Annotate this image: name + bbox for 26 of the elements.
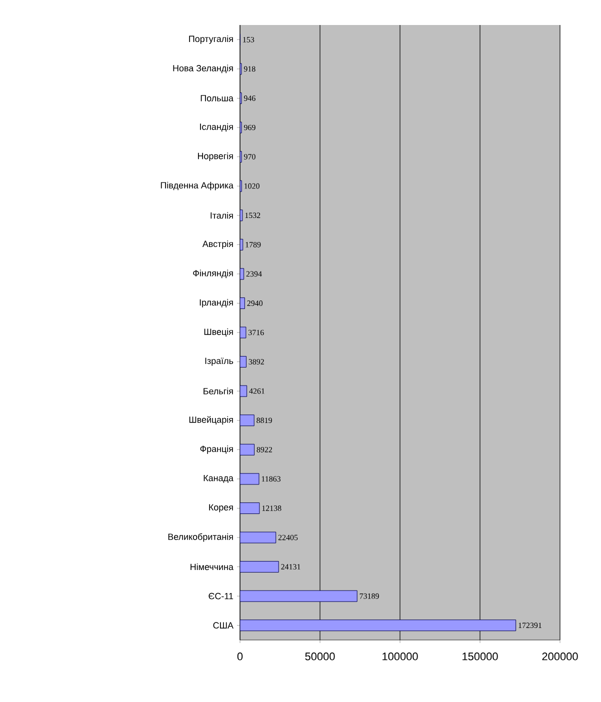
y-tick-label: ЄС-11 [208, 592, 234, 600]
y-tick-label: Швеція [204, 328, 233, 337]
y-tick-label: Німеччина [190, 564, 234, 570]
y-tick-label: Швейцарія [189, 416, 233, 425]
y-tick-label: Італія [210, 212, 233, 219]
x-tick-label: 200000 [542, 652, 578, 660]
y-tick-label: Нова Зеландія [173, 64, 233, 74]
y-tick-label: США [213, 622, 234, 629]
y-tick-label: Польша [200, 95, 234, 102]
y-tick-label: Австрія [202, 240, 233, 249]
y-tick-label: Франція [200, 445, 233, 454]
y-tick-label: Португалія [189, 35, 233, 44]
y-tick-label: Норвегія [198, 152, 233, 161]
y-tick-label: Корея [209, 504, 233, 512]
x-tick-label: 100000 [382, 652, 418, 660]
y-tick-label: Бельгія [204, 388, 233, 394]
x-tick-label: 50000 [305, 652, 335, 660]
y-tick-label: Ісландія [200, 123, 233, 132]
x-tick-label: 150000 [462, 652, 498, 660]
y-tick-label: Канада [204, 474, 234, 483]
x-tick-label: 0 [237, 652, 243, 660]
y-tick-label: Фінляндія [193, 270, 233, 278]
y-tick-label: Великобританія [168, 533, 233, 542]
y-tick-label: Південна Африка [160, 182, 234, 190]
y-tick-label: Ірландія [200, 299, 233, 308]
y-tick-label: Ізраїль [205, 358, 234, 366]
